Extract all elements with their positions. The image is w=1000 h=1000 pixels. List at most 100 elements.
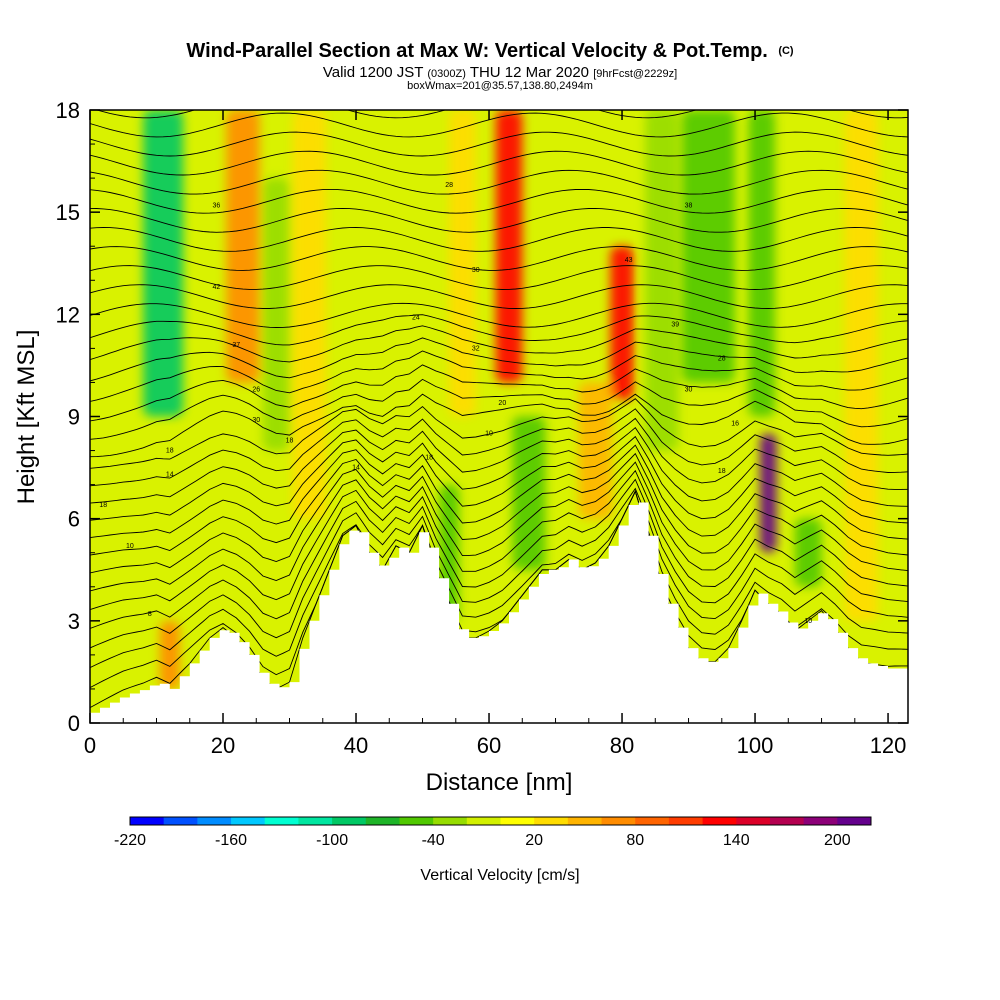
colorbar-swatch-14 xyxy=(601,817,636,825)
colorbar-swatch-4 xyxy=(264,817,299,825)
x-axis-label: Distance [nm] xyxy=(426,769,573,796)
colorbar-swatch-18 xyxy=(736,817,771,825)
colorbar-tick-label-5: 80 xyxy=(626,832,644,849)
velocity-cell-12 xyxy=(681,110,736,383)
colorbar-swatch-9 xyxy=(433,817,468,825)
isentrope-label-12: 20 xyxy=(498,400,506,407)
velocity-cell-4 xyxy=(292,110,327,519)
isentrope-label-19: 18 xyxy=(425,454,433,461)
velocity-cell-2 xyxy=(226,110,260,383)
y-axis-label: Height [Kft MSL] xyxy=(13,330,40,505)
isentrope-line-8 xyxy=(90,444,908,556)
velocity-cell-11 xyxy=(645,110,679,451)
x-tick-label-0: 0 xyxy=(84,733,96,758)
isentropes xyxy=(90,110,908,708)
x-axis: 0 20 40 60 80 100 120 xyxy=(84,110,907,758)
isentrope-line-26 xyxy=(90,207,908,233)
y-tick-label-2: 6 xyxy=(68,507,80,532)
isentrope-label-1: 28 xyxy=(445,182,453,189)
chart-subtitle: Valid 1200 JST (0300Z) THU 12 Mar 2020 [… xyxy=(323,64,677,81)
isentrope-label-22: 18 xyxy=(718,468,726,475)
velocity-cell-9 xyxy=(578,382,613,519)
isentrope-label-2: 38 xyxy=(685,202,693,209)
colorbar-tick-label-4: 20 xyxy=(525,832,543,849)
colorbar-swatch-19 xyxy=(769,817,805,825)
velocity-cell-13 xyxy=(760,433,777,553)
plot-area: 36 28 38 30 42 43 24 39 37 32 28 26 20 30 30 16 18 10 18 18… xyxy=(90,110,908,723)
x-tick-label-6: 120 xyxy=(870,733,907,758)
isentrope-line-28 xyxy=(90,169,908,195)
isentrope-label-9: 32 xyxy=(472,345,480,352)
colorbar-swatch-6 xyxy=(332,817,367,825)
colorbar-tick-label-7: 200 xyxy=(824,832,851,849)
colorbar-swatch-5 xyxy=(298,817,333,825)
isentrope-label-17: 10 xyxy=(485,431,493,438)
colorbar-swatch-13 xyxy=(567,817,603,825)
isentrope-line-5 xyxy=(90,469,908,611)
x-tick-label-3: 60 xyxy=(477,733,501,758)
velocity-cell-8 xyxy=(512,416,546,570)
isentrope-line-22 xyxy=(90,284,908,309)
y-tick-label-3: 9 xyxy=(68,405,80,430)
colorbar-tick-label-1: -160 xyxy=(215,832,247,849)
colorbar-swatch-11 xyxy=(500,817,535,825)
isentrope-labels: 36 28 38 30 42 43 24 39 37 32 28 26 20 30 30 16 18 10 18 18… xyxy=(99,182,812,625)
isentrope-label-25: 8 xyxy=(148,611,152,618)
terrain xyxy=(90,502,908,723)
chart-title: Wind-Parallel Section at Max W: Vertical… xyxy=(186,40,794,62)
velocity-cell-1 xyxy=(159,620,180,689)
colorbar-tick-label-6: 140 xyxy=(723,832,750,849)
colorbar-tick-label-2: -100 xyxy=(316,832,348,849)
colorbar-swatch-10 xyxy=(466,817,501,825)
colorbar-tick-label-0: -220 xyxy=(114,832,146,849)
isentrope-line-27 xyxy=(90,188,908,214)
isentrope-line-31 xyxy=(90,112,908,138)
isentrope-label-26: 10 xyxy=(804,618,812,625)
y-tick-label-4: 12 xyxy=(56,302,80,327)
colorbar-frame xyxy=(129,816,872,826)
colorbar-tick-labels: -220 -160 -100 -40 20 80 140 200 xyxy=(114,832,851,849)
colorbar-swatch-21 xyxy=(837,817,872,825)
isentrope-line-7 xyxy=(90,452,908,574)
isentrope-line-19 xyxy=(90,325,908,363)
y-tick-label-1: 3 xyxy=(68,609,80,634)
isentrope-label-11: 26 xyxy=(252,386,260,393)
velocity-cell-16 xyxy=(844,110,879,621)
colorbar-swatch-2 xyxy=(197,817,232,825)
isentrope-label-18: 18 xyxy=(166,448,174,455)
colorbar-title: Vertical Velocity [cm/s] xyxy=(420,867,579,884)
isentrope-label-15: 16 xyxy=(731,420,739,427)
x-tick-label-1: 20 xyxy=(211,733,235,758)
isentrope-line-6 xyxy=(90,461,908,592)
isentrope-line-15 xyxy=(90,378,908,440)
isentrope-label-3: 30 xyxy=(472,267,480,274)
isentrope-label-16: 18 xyxy=(286,437,294,444)
isentrope-label-6: 24 xyxy=(412,315,420,322)
isentrope-line-4 xyxy=(90,478,908,629)
colorbar-tick-label-3: -40 xyxy=(422,832,445,849)
isentrope-label-7: 39 xyxy=(671,322,679,329)
isentrope-line-18 xyxy=(90,337,908,382)
isentrope-line-13 xyxy=(90,398,908,469)
x-tick-label-4: 80 xyxy=(610,733,634,758)
colorbar xyxy=(129,816,872,826)
isentrope-label-8: 37 xyxy=(232,342,240,349)
isentrope-line-3 xyxy=(90,487,908,649)
isentrope-line-17 xyxy=(90,350,908,402)
colorbar-swatch-8 xyxy=(399,817,434,825)
isentrope-line-12 xyxy=(90,408,908,487)
isentrope-line-2 xyxy=(90,490,908,669)
x-tick-label-2: 40 xyxy=(344,733,368,758)
isentrope-line-25 xyxy=(90,227,908,252)
isentrope-label-14: 30 xyxy=(252,417,260,424)
isentrope-label-10: 28 xyxy=(718,356,726,363)
isentrope-line-21 xyxy=(90,302,908,328)
colorbar-swatch-20 xyxy=(803,817,838,825)
isentrope-line-16 xyxy=(90,364,908,422)
isentrope-label-21: 14 xyxy=(166,471,174,478)
y-tick-label-0: 0 xyxy=(68,711,80,736)
isentrope-line-14 xyxy=(90,393,908,458)
colorbar-swatch-7 xyxy=(365,817,400,825)
isentrope-line-29 xyxy=(90,150,908,176)
